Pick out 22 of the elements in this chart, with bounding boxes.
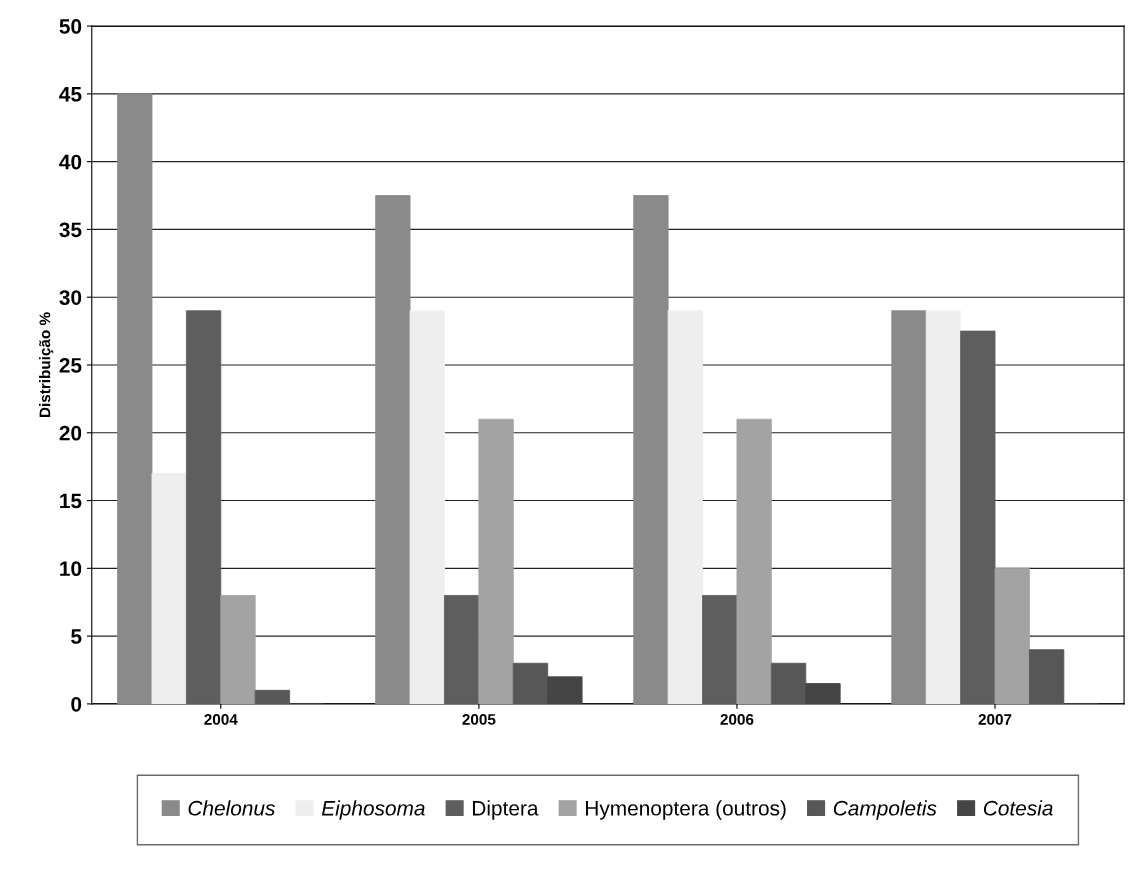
y-tick-label: 50 xyxy=(59,19,82,34)
y-tick-label: 30 xyxy=(59,290,82,305)
y-tick-label: 5 xyxy=(71,629,82,644)
legend-label: Hymenoptera (outros) xyxy=(586,800,786,820)
x-tick-label: 2004 xyxy=(204,714,238,725)
legend-label: Chelonus xyxy=(188,800,275,816)
legend-label: Diptera xyxy=(473,800,539,820)
legend-label: Campoletis xyxy=(833,800,937,820)
x-tick-label: 2007 xyxy=(978,714,1012,725)
y-tick-label: 20 xyxy=(59,425,82,441)
x-tick-label: 2006 xyxy=(720,714,754,725)
y-tick-label: 0 xyxy=(71,696,82,712)
y-tick-label: 15 xyxy=(60,493,82,509)
x-tick-label: 2005 xyxy=(462,714,496,725)
y-tick-label: 40 xyxy=(59,154,82,170)
y-tick-label: 35 xyxy=(59,222,82,238)
y-axis-title: Distribuição % xyxy=(39,312,54,418)
legend-label: Cotesia xyxy=(983,800,1053,816)
y-tick-label: 10 xyxy=(60,561,82,577)
y-tick-label: 45 xyxy=(59,87,82,102)
y-tick-label: 25 xyxy=(59,357,82,373)
legend-label: Eiphosoma xyxy=(321,800,425,820)
